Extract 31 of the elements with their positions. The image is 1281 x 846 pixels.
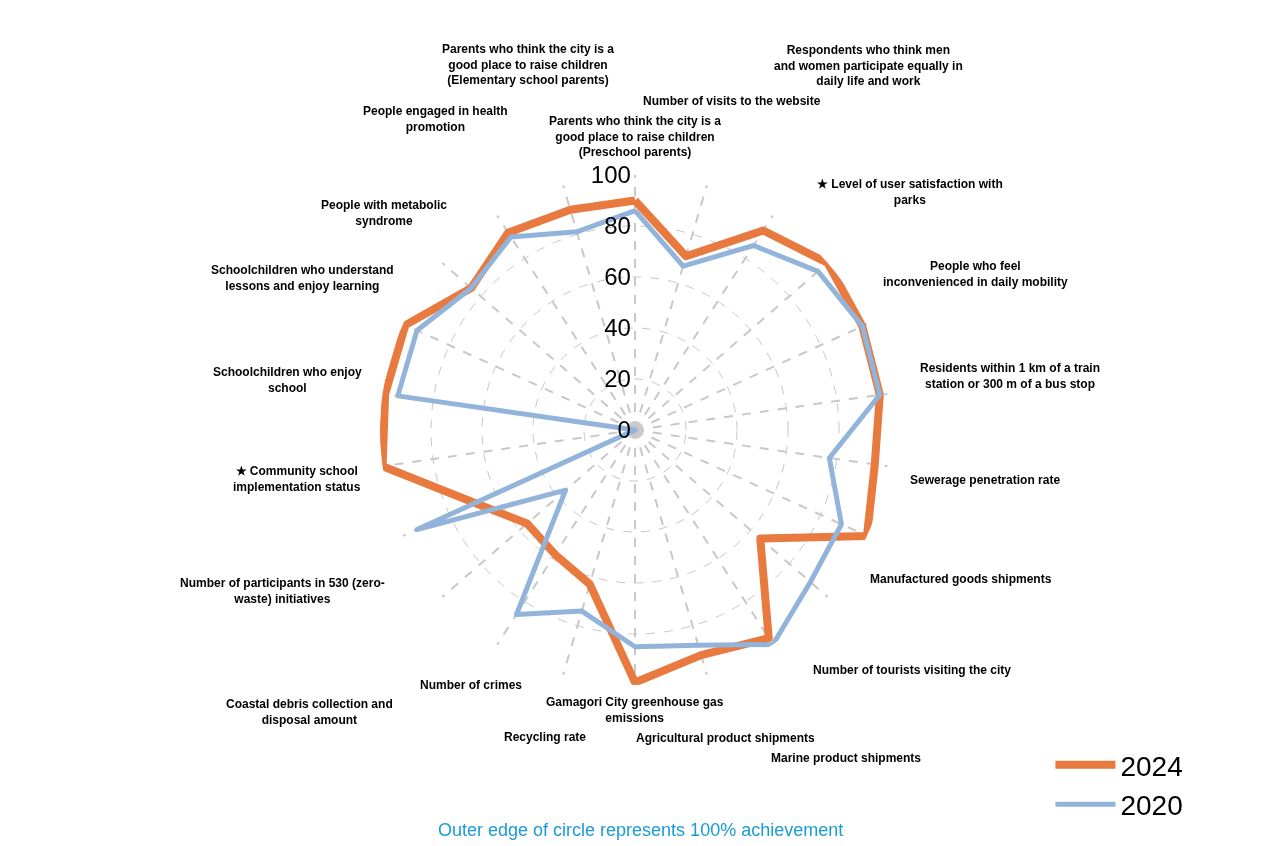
- spoke-label: Number of visits to the website: [643, 94, 821, 108]
- spoke-label: Manufactured goods shipments: [870, 572, 1052, 586]
- legend-label: 2020: [1120, 790, 1183, 822]
- y-tick-label: 20: [604, 364, 631, 392]
- spoke-label: Recycling rate: [504, 730, 587, 744]
- spoke-label: Parents who think the city is a good place to raise children (Preschool parents): [549, 114, 722, 160]
- spoke-label: People who feel inconvenienced in daily mobility: [883, 259, 1069, 289]
- spoke-label: Parents who think the city is a good place to raise children (Elementary school parents): [442, 42, 615, 88]
- y-tick-label: 60: [604, 262, 631, 290]
- legend-label: 2024: [1120, 750, 1183, 782]
- spoke-label: Respondents who think men and women participate equally in daily life and work: [774, 43, 963, 89]
- spoke-label: Schoolchildren who understand lessons and enjoy learning: [211, 263, 394, 293]
- spoke-label: Number of crimes: [420, 678, 523, 692]
- spoke-label: Residents within 1 km of a train station or 300 m of a bus stop: [920, 361, 1101, 391]
- spoke-label: Number of tourists visiting the city: [813, 663, 1012, 677]
- spoke-label: People engaged in health promotion: [363, 104, 508, 134]
- spoke-label: ★ Community school implementation status: [233, 464, 361, 494]
- spoke-label: Agricultural product shipments: [636, 731, 816, 745]
- spoke-label: Gamagori City greenhouse gas emissions: [546, 695, 724, 725]
- y-tick-label: 80: [604, 211, 631, 239]
- y-tick-label: 100: [590, 160, 631, 188]
- spoke-label: ★ Level of user satisfaction with parks: [817, 177, 1003, 207]
- spoke-label: Marine product shipments: [771, 751, 922, 765]
- spoke-label: People with metabolic syndrome: [321, 198, 448, 228]
- spoke-label: Sewerage penetration rate: [910, 473, 1061, 487]
- y-tick-label: 40: [604, 313, 631, 341]
- y-tick-label: 0: [617, 415, 631, 443]
- spoke-label: Number of participants in 530 (zero- waste) initiatives: [180, 576, 385, 606]
- spoke-label: Coastal debris collection and disposal amount: [226, 697, 393, 727]
- spoke-label: Schoolchildren who enjoy school: [213, 365, 363, 395]
- text: Outer edge of circle represents 100% achievement: [438, 820, 844, 840]
